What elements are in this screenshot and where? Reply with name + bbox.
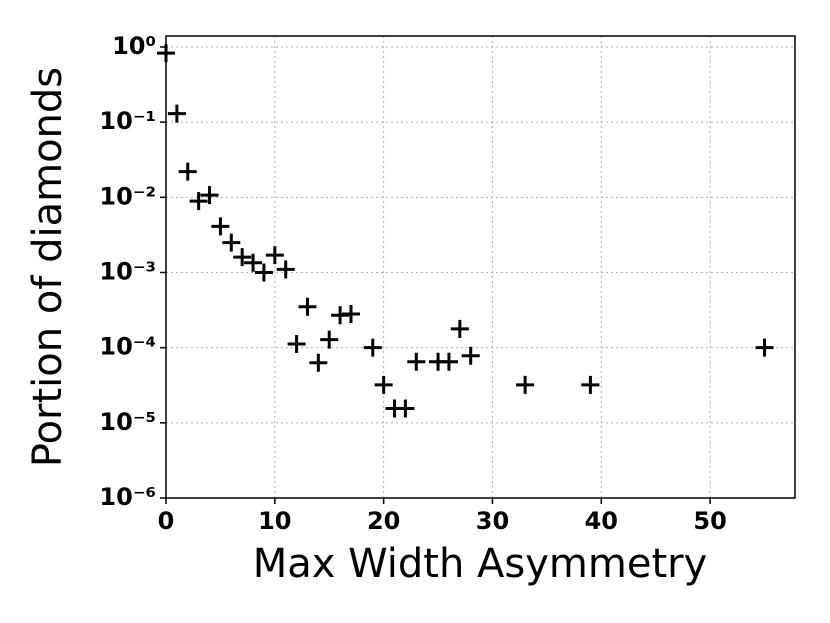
y-tick-label: 10⁻¹: [99, 107, 156, 135]
x-tick-label: 30: [476, 507, 509, 535]
marker: [178, 162, 197, 181]
marker: [233, 248, 252, 267]
marker: [461, 346, 480, 365]
marker: [374, 375, 393, 394]
marker: [211, 217, 230, 236]
marker: [287, 334, 306, 353]
marker: [516, 375, 535, 394]
y-axis-label: Portion of diamonds: [25, 67, 71, 467]
marker: [320, 330, 339, 349]
y-tick-label: 10⁻³: [99, 257, 156, 285]
marker: [363, 338, 382, 357]
x-tick-label: 10: [258, 507, 291, 535]
marker: [200, 186, 219, 205]
marker: [581, 375, 600, 394]
y-tick-label: 10⁻⁶: [99, 483, 156, 511]
x-tick-label: 20: [367, 507, 400, 535]
marker: [222, 233, 241, 252]
marker: [342, 305, 360, 324]
marker: [396, 399, 415, 418]
marker: [167, 104, 186, 123]
marker: [309, 353, 328, 372]
marker: [254, 263, 273, 282]
x-tick-label: 0: [158, 507, 175, 535]
marker: [755, 338, 774, 357]
marker: [407, 352, 426, 371]
marker: [157, 44, 175, 63]
marker: [298, 297, 317, 316]
y-tick-label: 10⁻⁵: [99, 408, 156, 436]
marker: [189, 192, 208, 211]
y-tick-label: 10⁻⁴: [99, 333, 156, 361]
marker: [439, 352, 458, 371]
marker: [265, 246, 284, 265]
y-tick-label: 10⁻²: [99, 182, 156, 210]
marker: [244, 253, 263, 272]
marker: [450, 319, 469, 338]
y-tick-label: 10⁰: [112, 32, 156, 60]
x-axis-label: Max Width Asymmetry: [253, 541, 708, 587]
x-tick-label: 40: [585, 507, 618, 535]
plot-frame: [165, 35, 796, 499]
x-tick-label: 50: [693, 507, 726, 535]
marker: [276, 260, 295, 279]
